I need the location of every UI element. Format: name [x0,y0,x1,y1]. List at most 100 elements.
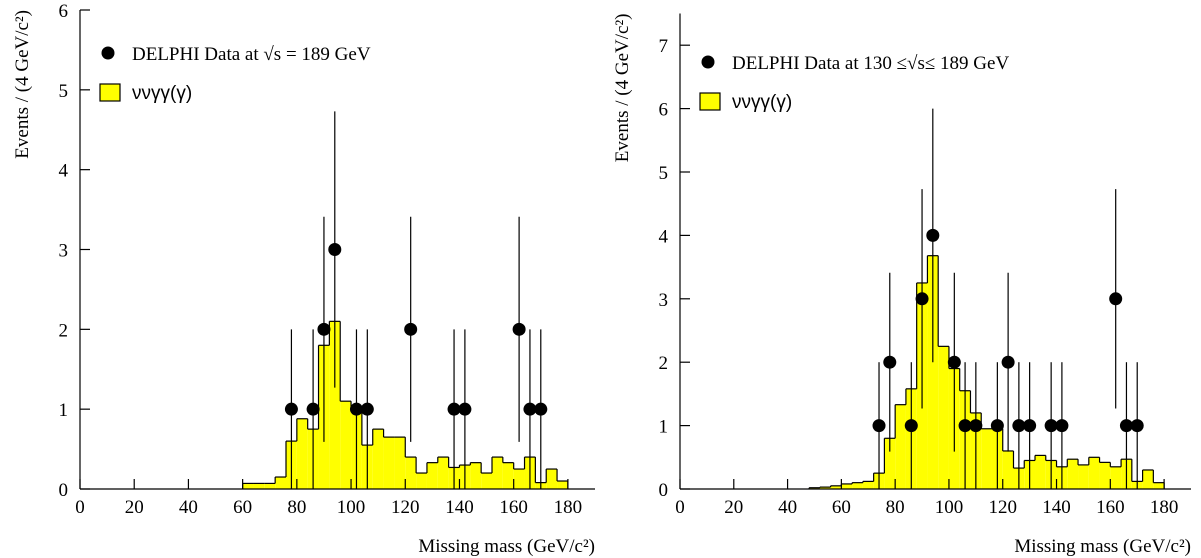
hist-bar [253,483,265,489]
y-tick-label: 2 [659,353,669,374]
hist-bar [546,469,558,489]
x-tick-label: 160 [499,497,528,518]
data-point [926,228,940,242]
hist-bar [513,469,525,489]
data-point [523,402,537,416]
data-point [1023,419,1037,433]
hist-bar [809,487,820,489]
y-tick-label: 4 [59,161,69,182]
data-point [534,402,548,416]
data-point [360,402,374,416]
data-point [904,419,918,433]
x-tick-label: 180 [554,497,583,518]
hist-bar [264,483,276,489]
legend-swatch [699,92,721,111]
hist-bar [884,438,896,489]
data-point [1119,419,1133,433]
y-tick-label: 5 [59,81,69,102]
hist-bar [1099,462,1111,489]
legend-label: ννγγ(γ) [132,83,192,104]
data-point [317,322,331,336]
hist-bar [405,457,417,489]
hist-bar [296,418,308,489]
hist-bar [426,462,438,489]
data-point [458,402,472,416]
hist-bar [340,401,352,489]
x-tick-label: 20 [724,497,743,518]
hist-bar [862,481,874,489]
hist-bar [927,255,939,489]
legend-label: DELPHI Data at √s = 189 GeV [132,44,371,65]
hist-bar [437,457,449,489]
hist-bar [1088,457,1100,489]
hist-bar [1142,469,1154,489]
x-tick-label: 180 [1150,497,1179,518]
data-point [1001,355,1015,369]
hist-bar [1002,450,1014,489]
hist-bar [1067,459,1079,489]
y-axis-label: Events / (4 GeV/c²) [12,10,33,159]
x-tick-label: 100 [337,497,366,518]
data-point [1109,292,1123,306]
x-tick-label: 100 [935,497,964,518]
hist-bar [492,457,503,489]
y-tick-label: 6 [659,100,669,121]
x-tick-label: 60 [832,497,851,518]
hist-bar [329,321,341,489]
y-tick-label: 2 [59,320,69,341]
hist-bar [852,482,863,489]
data-point [328,243,342,256]
y-tick-label: 1 [59,400,69,421]
data-point [969,419,983,433]
hist-bar [981,428,992,489]
data-point [1012,419,1026,433]
hist-bar [819,487,831,489]
x-axis-label: Missing mass (GeV/c²) [418,536,595,557]
y-tick-label: 3 [659,290,669,311]
legend-label: DELPHI Data at 130 ≤√s≤ 189 GeV [732,53,1009,74]
x-tick-label: 160 [1096,497,1125,518]
y-tick-label: 1 [659,417,669,438]
hist-bar [1110,466,1122,489]
x-tick-label: 20 [125,497,144,518]
hist-bar [1035,455,1046,489]
hist-bar [383,437,395,489]
x-tick-label: 120 [391,497,420,518]
hist-bar [242,483,254,489]
data-point [947,355,961,369]
hist-bar [394,437,406,489]
data-point [915,292,929,306]
x-tick-label: 140 [445,497,474,518]
hist-bar [470,462,482,489]
x-axis-label: Missing mass (GeV/c²) [1014,536,1191,557]
y-tick-label: 7 [659,36,669,57]
legend-marker [701,55,715,69]
data-point [958,419,972,433]
data-point [447,402,461,416]
data-point [1055,419,1069,433]
hist-bar [1153,482,1165,489]
y-tick-label: 3 [59,241,69,262]
hist-bar [1078,464,1089,489]
data-point [990,419,1004,433]
hist-bar [416,473,427,489]
legend-marker [101,46,115,60]
hist-bar [481,473,492,489]
data-point [349,402,363,416]
legend-label: ννγγ(γ) [732,92,792,113]
y-tick-label: 0 [659,480,669,501]
panel: 0 1 2 3 4 5 6 7 0 20 40 60 80 100 120 140 160 180 Events /… [612,13,1191,557]
y-tick-label: 4 [659,226,669,247]
data-point [512,322,526,336]
x-tick-label: 0 [75,497,85,518]
x-tick-label: 140 [1042,497,1071,518]
x-tick-label: 40 [778,497,797,518]
hist-bar [841,483,853,489]
y-tick-label: 6 [59,1,69,22]
hist-bar [557,481,568,489]
hist-bar [372,429,384,489]
x-tick-label: 40 [179,497,198,518]
x-tick-label: 80 [287,497,306,518]
y-tick-label: 5 [659,163,669,184]
